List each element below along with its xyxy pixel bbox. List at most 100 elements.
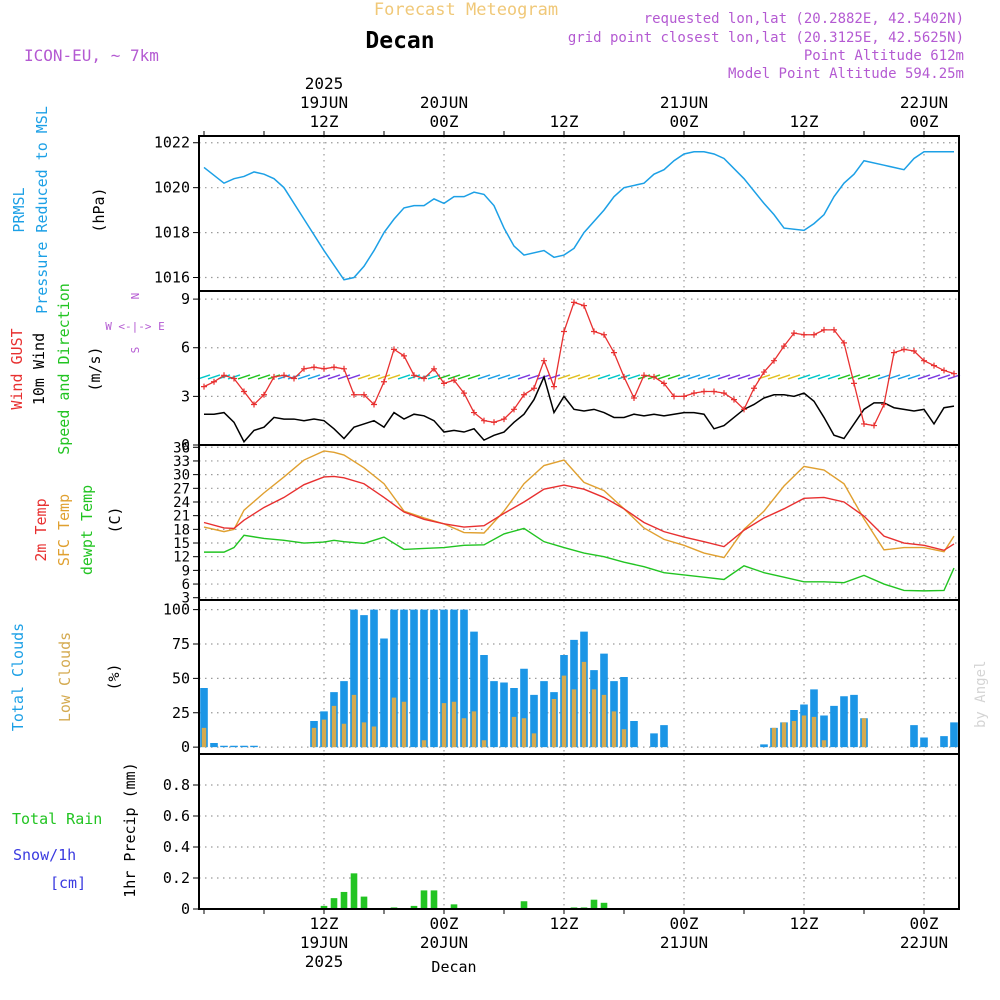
temp-label-dewpt: dewpt Temp bbox=[78, 485, 96, 575]
wind-gust-marker bbox=[611, 349, 617, 356]
wind-gust-marker bbox=[321, 365, 327, 372]
wind-gust-marker bbox=[541, 357, 547, 364]
low-clouds-bar bbox=[451, 701, 457, 748]
precip-label-snow: Snow/1h bbox=[13, 846, 76, 864]
total-clouds-bar bbox=[660, 725, 668, 748]
low-clouds-bar bbox=[821, 740, 827, 748]
low-clouds-bar bbox=[511, 716, 517, 748]
wind-gust-marker bbox=[741, 406, 747, 413]
wind-direction-arrow bbox=[887, 374, 901, 380]
wind-gust-marker bbox=[471, 409, 477, 416]
wind-direction-arrow bbox=[567, 374, 581, 380]
wind-gust-marker bbox=[491, 419, 497, 426]
wind-direction-arrow bbox=[677, 374, 691, 380]
wind-label-10m: 10m Wind bbox=[30, 333, 48, 405]
low-clouds-bar bbox=[391, 697, 397, 748]
wind-gust-marker bbox=[561, 328, 567, 335]
wind-direction-arrow bbox=[257, 374, 271, 380]
wind-gust-marker bbox=[621, 373, 627, 380]
time-label-bottom: 12Z bbox=[550, 914, 579, 933]
wind-gust-marker bbox=[641, 372, 647, 379]
wind-gust-marker bbox=[721, 390, 727, 397]
wind-direction-arrow bbox=[517, 374, 531, 380]
total-clouds-bar bbox=[350, 609, 358, 748]
wind-gust-marker bbox=[531, 385, 537, 392]
wind-direction-arrow bbox=[477, 374, 491, 380]
low-clouds-bar bbox=[321, 719, 327, 748]
total-clouds-bar bbox=[400, 609, 408, 748]
total-clouds-bar bbox=[910, 725, 918, 748]
total-clouds-bar bbox=[340, 681, 348, 748]
y-tick-label: 15 bbox=[173, 536, 190, 552]
wind-label-direction: Speed and Direction bbox=[55, 283, 73, 455]
rain-bar bbox=[340, 891, 348, 909]
wind-direction-arrow bbox=[337, 374, 351, 380]
time-label-bottom: 19JUN bbox=[300, 933, 348, 952]
wind-gust-marker bbox=[771, 357, 777, 364]
time-label-bottom: 00Z bbox=[670, 914, 699, 933]
total-clouds-bar bbox=[450, 609, 458, 748]
low-clouds-bar bbox=[801, 715, 807, 748]
precip-label-cm: [cm] bbox=[50, 874, 86, 892]
wind-gust-marker bbox=[391, 346, 397, 353]
wind-direction-arrow bbox=[907, 374, 921, 380]
wind-gust-marker bbox=[941, 367, 947, 374]
wind-gust-marker bbox=[241, 388, 247, 395]
total-clouds-bar bbox=[760, 744, 768, 748]
y-tick-label: 0.6 bbox=[163, 807, 190, 825]
total-clouds-bar bbox=[840, 696, 848, 748]
wind-gust-marker bbox=[451, 377, 457, 384]
wind-direction-arrow bbox=[667, 374, 681, 380]
wind-gust-marker bbox=[381, 378, 387, 385]
total-clouds-bar bbox=[820, 715, 828, 748]
total-clouds-bar bbox=[950, 722, 958, 748]
credit-watermark: by Angel bbox=[973, 661, 989, 728]
wind-gust-marker bbox=[411, 372, 417, 379]
wind-direction-arrow bbox=[627, 374, 641, 380]
wind-gust-marker bbox=[581, 302, 587, 309]
precip-label-total-rain: Total Rain bbox=[12, 810, 102, 828]
wind-gust-marker bbox=[311, 364, 317, 371]
wind-gust-marker bbox=[901, 346, 907, 353]
temp-sfc-line bbox=[203, 450, 955, 559]
grid-point-coords: grid point closest lon,lat (20.3125E, 42… bbox=[568, 30, 964, 46]
wind-direction-arrow bbox=[597, 374, 611, 380]
wind-gust-marker bbox=[791, 330, 797, 337]
rain-bar bbox=[410, 905, 418, 909]
wind-gust-marker bbox=[671, 393, 677, 400]
wind-direction-arrow bbox=[717, 374, 731, 380]
wind-gust-marker bbox=[891, 349, 897, 356]
y-tick-label: 100 bbox=[163, 601, 190, 619]
total-clouds-bar bbox=[620, 677, 628, 748]
wind-gust-marker bbox=[831, 326, 837, 333]
y-tick-label: 0 bbox=[181, 900, 190, 918]
precip-unit-label: 1hr Precip (mm) bbox=[121, 762, 139, 897]
wind-gust-marker bbox=[281, 372, 287, 379]
wind-direction-arrow bbox=[857, 374, 871, 380]
wind-gust-marker bbox=[801, 331, 807, 338]
wind-direction-arrow bbox=[487, 374, 501, 380]
wind-direction-arrow bbox=[707, 374, 721, 380]
y-tick-label: 18 bbox=[173, 522, 190, 538]
y-tick-label: 1018 bbox=[154, 224, 190, 242]
y-tick-label: 75 bbox=[172, 635, 190, 653]
wind-direction-arrow bbox=[777, 374, 791, 380]
time-label-bottom: 12Z bbox=[790, 914, 819, 933]
total-clouds-bar bbox=[920, 737, 928, 748]
wind-direction-arrow bbox=[927, 374, 941, 380]
location-title: Decan bbox=[365, 28, 434, 54]
low-clouds-bar bbox=[331, 705, 337, 748]
wind-direction-arrow bbox=[607, 374, 621, 380]
time-label-top: 22JUN bbox=[900, 93, 948, 112]
y-tick-label: 1016 bbox=[154, 269, 190, 287]
wind-direction-arrow bbox=[497, 374, 511, 380]
wind-direction-arrow bbox=[327, 374, 341, 380]
wind-gust-marker bbox=[201, 383, 207, 390]
wind-direction-arrow bbox=[577, 374, 591, 380]
y-tick-label: 25 bbox=[172, 704, 190, 722]
low-clouds-bar bbox=[401, 701, 407, 748]
time-label-top: 21JUN bbox=[660, 93, 708, 112]
wind-speed-line bbox=[204, 374, 955, 444]
wind-unit-label: (m/s) bbox=[86, 346, 104, 391]
wind-direction-arrow bbox=[797, 374, 811, 380]
